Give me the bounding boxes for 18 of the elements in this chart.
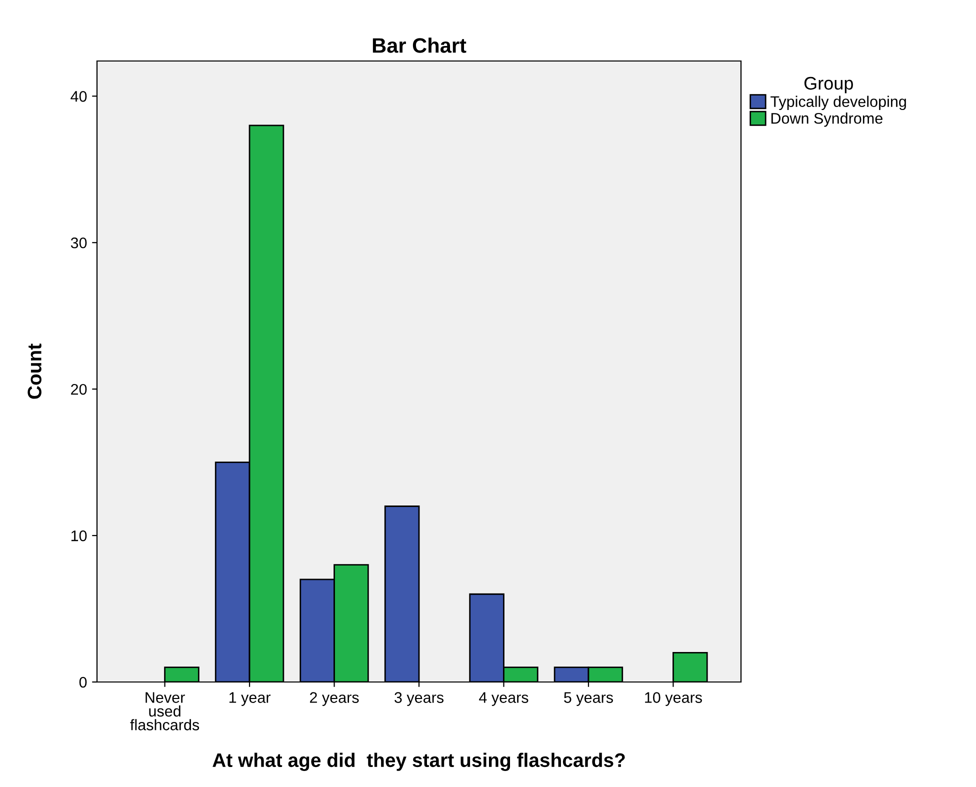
legend-title: Group: [804, 76, 853, 94]
y-tick-label: 30: [70, 237, 87, 248]
legend-label: Down Syndrome: [771, 112, 882, 127]
y-tick-label: 20: [71, 384, 87, 395]
y-axis-title: Count: [28, 344, 42, 399]
x-tick-label: 1 year: [229, 692, 271, 706]
x-tick-label: 2 years: [310, 692, 359, 706]
legend-label: Typically developing: [770, 96, 906, 110]
x-tick-label: 10 years: [645, 692, 702, 706]
x-tick-label: 3 years: [394, 692, 444, 706]
y-tick-label: 0: [79, 676, 87, 688]
y-tick-label: 40: [70, 91, 87, 102]
x-tick-label: 5 years: [564, 692, 613, 706]
x-axis-title: At what age did they start using flashcards?: [212, 752, 625, 771]
y-tick-label: 10: [71, 530, 87, 542]
x-tick-label: Never used flashcards: [130, 692, 200, 730]
x-tick-label: 4 years: [479, 692, 528, 706]
chart-title: Bar Chart: [372, 38, 466, 53]
